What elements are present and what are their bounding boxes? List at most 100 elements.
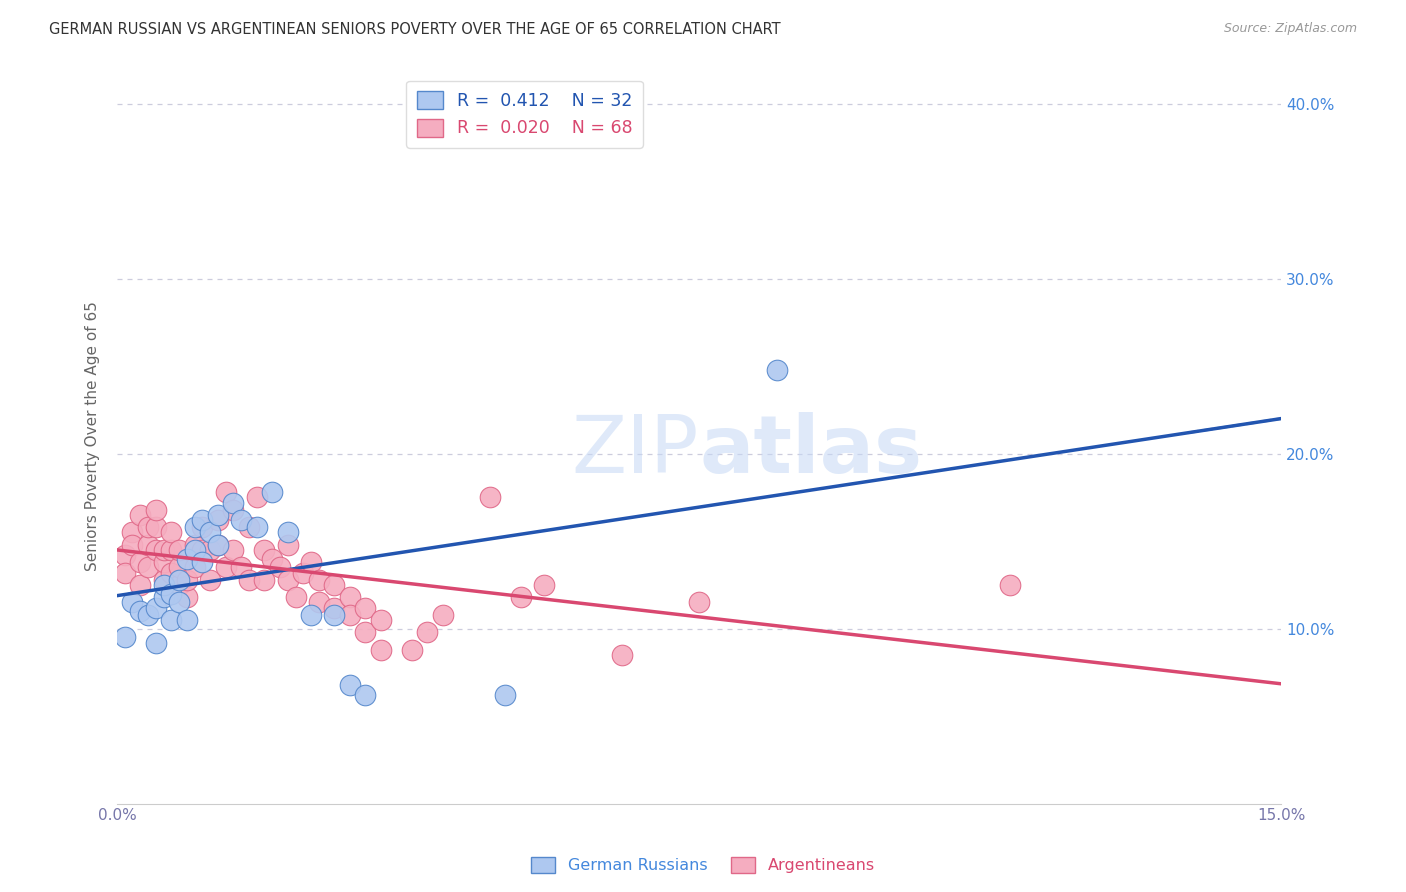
- Point: [610, 648, 633, 662]
- Point: [114, 548, 136, 562]
- Y-axis label: Seniors Poverty Over the Age of 65: Seniors Poverty Over the Age of 65: [86, 301, 100, 571]
- Point: [222, 542, 245, 557]
- Point: [246, 520, 269, 534]
- Point: [167, 560, 190, 574]
- Point: [253, 542, 276, 557]
- Point: [183, 538, 205, 552]
- Point: [198, 573, 221, 587]
- Point: [207, 508, 229, 522]
- Point: [176, 590, 198, 604]
- Point: [688, 595, 710, 609]
- Point: [191, 513, 214, 527]
- Point: [152, 555, 174, 569]
- Point: [183, 542, 205, 557]
- Point: [308, 595, 330, 609]
- Point: [207, 538, 229, 552]
- Point: [198, 542, 221, 557]
- Point: [277, 538, 299, 552]
- Point: [160, 566, 183, 580]
- Point: [222, 495, 245, 509]
- Point: [370, 613, 392, 627]
- Point: [136, 607, 159, 622]
- Point: [416, 625, 439, 640]
- Point: [121, 525, 143, 540]
- Point: [765, 362, 787, 376]
- Point: [136, 560, 159, 574]
- Point: [145, 520, 167, 534]
- Point: [238, 573, 260, 587]
- Point: [533, 578, 555, 592]
- Point: [129, 508, 152, 522]
- Point: [191, 542, 214, 557]
- Point: [121, 538, 143, 552]
- Point: [160, 586, 183, 600]
- Point: [183, 560, 205, 574]
- Point: [494, 688, 516, 702]
- Legend: German Russians, Argentineans: German Russians, Argentineans: [524, 850, 882, 880]
- Point: [114, 566, 136, 580]
- Point: [308, 573, 330, 587]
- Point: [207, 538, 229, 552]
- Point: [176, 573, 198, 587]
- Point: [354, 600, 377, 615]
- Point: [323, 600, 346, 615]
- Point: [160, 525, 183, 540]
- Point: [339, 607, 361, 622]
- Point: [160, 613, 183, 627]
- Point: [246, 491, 269, 505]
- Point: [339, 677, 361, 691]
- Point: [238, 520, 260, 534]
- Point: [145, 600, 167, 615]
- Point: [998, 578, 1021, 592]
- Point: [284, 590, 307, 604]
- Point: [160, 542, 183, 557]
- Point: [176, 613, 198, 627]
- Text: atlas: atlas: [699, 412, 922, 490]
- Point: [129, 555, 152, 569]
- Point: [292, 566, 315, 580]
- Legend: R =  0.412    N = 32, R =  0.020    N = 68: R = 0.412 N = 32, R = 0.020 N = 68: [406, 81, 643, 148]
- Point: [114, 631, 136, 645]
- Point: [509, 590, 531, 604]
- Point: [323, 607, 346, 622]
- Point: [167, 595, 190, 609]
- Point: [214, 485, 236, 500]
- Point: [145, 542, 167, 557]
- Point: [145, 635, 167, 649]
- Point: [167, 542, 190, 557]
- Point: [323, 578, 346, 592]
- Point: [191, 520, 214, 534]
- Point: [152, 590, 174, 604]
- Point: [214, 560, 236, 574]
- Point: [231, 513, 253, 527]
- Point: [253, 573, 276, 587]
- Text: ZIP: ZIP: [572, 412, 699, 490]
- Point: [183, 520, 205, 534]
- Point: [152, 578, 174, 592]
- Point: [207, 513, 229, 527]
- Point: [432, 607, 454, 622]
- Point: [191, 555, 214, 569]
- Point: [121, 595, 143, 609]
- Point: [339, 590, 361, 604]
- Point: [222, 502, 245, 516]
- Point: [354, 625, 377, 640]
- Point: [129, 604, 152, 618]
- Point: [167, 573, 190, 587]
- Point: [152, 542, 174, 557]
- Point: [370, 642, 392, 657]
- Point: [299, 607, 322, 622]
- Point: [277, 573, 299, 587]
- Point: [262, 551, 284, 566]
- Point: [269, 560, 291, 574]
- Point: [145, 502, 167, 516]
- Point: [136, 520, 159, 534]
- Point: [129, 578, 152, 592]
- Point: [167, 578, 190, 592]
- Text: GERMAN RUSSIAN VS ARGENTINEAN SENIORS POVERTY OVER THE AGE OF 65 CORRELATION CHA: GERMAN RUSSIAN VS ARGENTINEAN SENIORS PO…: [49, 22, 780, 37]
- Point: [401, 642, 423, 657]
- Point: [152, 573, 174, 587]
- Point: [198, 525, 221, 540]
- Point: [354, 688, 377, 702]
- Point: [262, 485, 284, 500]
